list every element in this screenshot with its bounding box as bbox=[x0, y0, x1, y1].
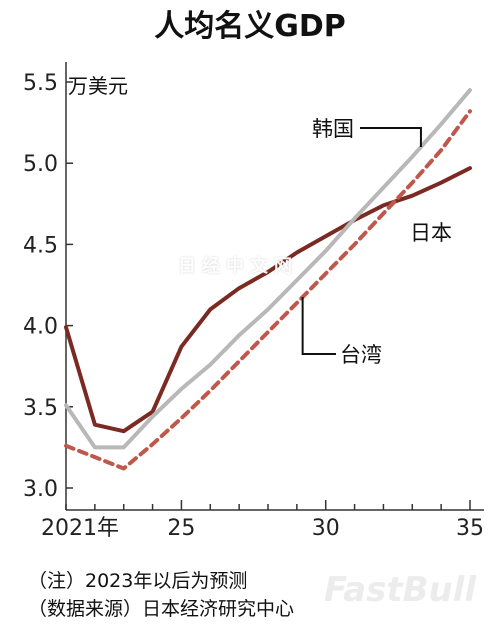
y-tick-label: 5.0 bbox=[23, 152, 58, 177]
japan-label: 日本 bbox=[410, 221, 452, 245]
korea-label: 韩国 bbox=[312, 117, 354, 141]
chart-title: 人均名义GDP bbox=[154, 9, 346, 44]
series-lines bbox=[64, 88, 472, 471]
y-tick-label: 5.5 bbox=[23, 71, 58, 96]
y-tick-label: 4.0 bbox=[23, 315, 58, 340]
y-tick-label: 3.0 bbox=[23, 477, 58, 502]
taiwan-leader-line bbox=[301, 297, 336, 355]
watermark-text: 日经中文网 bbox=[178, 256, 298, 277]
x-tick-label: 30 bbox=[312, 516, 340, 541]
korea-leader-line bbox=[360, 127, 422, 147]
fastbull-watermark: FastBull bbox=[323, 570, 476, 610]
x-axis-ticks: 2021年 25 30 35 bbox=[41, 500, 484, 541]
series-line-台湾 bbox=[64, 109, 472, 471]
series-line-韩国 bbox=[64, 88, 472, 450]
taiwan-label: 台湾 bbox=[340, 343, 382, 367]
x-tick-label: 35 bbox=[456, 516, 484, 541]
axes bbox=[65, 62, 484, 511]
series-line-日本 bbox=[64, 166, 472, 434]
y-axis-ticks: 3.0 3.5 4.0 4.5 5.0 5.5 bbox=[23, 71, 73, 502]
x-tick-label: 2021年 bbox=[41, 516, 119, 541]
y-axis-unit: 万美元 bbox=[68, 74, 128, 98]
forecast-note: （注）2023年以后为预测 bbox=[28, 570, 248, 592]
y-tick-label: 3.5 bbox=[23, 396, 58, 421]
y-tick-label: 4.5 bbox=[23, 233, 58, 258]
source-note: （数据来源）日本经济研究中心 bbox=[28, 598, 295, 620]
x-tick-label: 25 bbox=[167, 516, 195, 541]
